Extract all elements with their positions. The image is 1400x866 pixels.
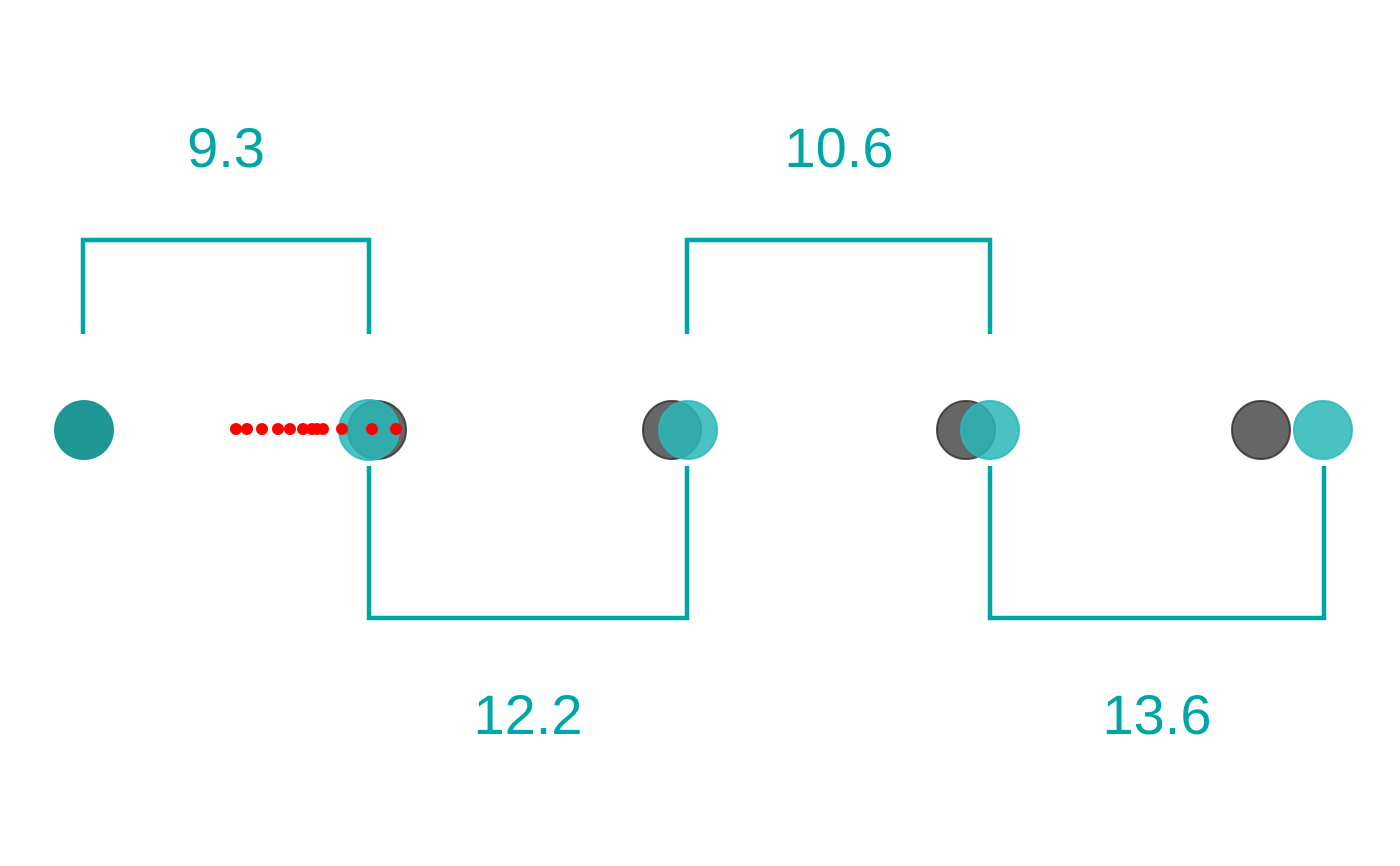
brackets-group: [80, 237, 1327, 621]
red-dot: [336, 423, 348, 435]
interval-label-2: 12.2: [474, 683, 583, 746]
red-dot: [390, 423, 402, 435]
pair-2-teal-marker: [658, 400, 718, 460]
red-dot: [241, 423, 253, 435]
pair-3-teal-marker: [960, 400, 1020, 460]
red-dot: [256, 423, 268, 435]
pair-4-gray-marker: [1231, 400, 1291, 460]
red-dot: [284, 423, 296, 435]
red-dot: [297, 423, 309, 435]
pair-4-teal-marker: [1293, 400, 1353, 460]
labels-group: 9.3 12.2 10.6 13.6: [187, 116, 1211, 746]
red-dot: [272, 423, 284, 435]
bracket-top-2: [684, 237, 993, 334]
bracket-bottom-2: [987, 466, 1327, 621]
bracket-top-1: [80, 237, 372, 334]
interval-label-1: 9.3: [187, 116, 265, 179]
red-dot: [366, 423, 378, 435]
interval-label-3: 10.6: [785, 116, 894, 179]
interval-label-4: 13.6: [1103, 683, 1212, 746]
red-dot: [230, 423, 242, 435]
red-dot: [317, 423, 329, 435]
start-marker: [54, 400, 114, 460]
red-dots-group: [230, 423, 402, 435]
bracket-bottom-1: [366, 466, 690, 621]
